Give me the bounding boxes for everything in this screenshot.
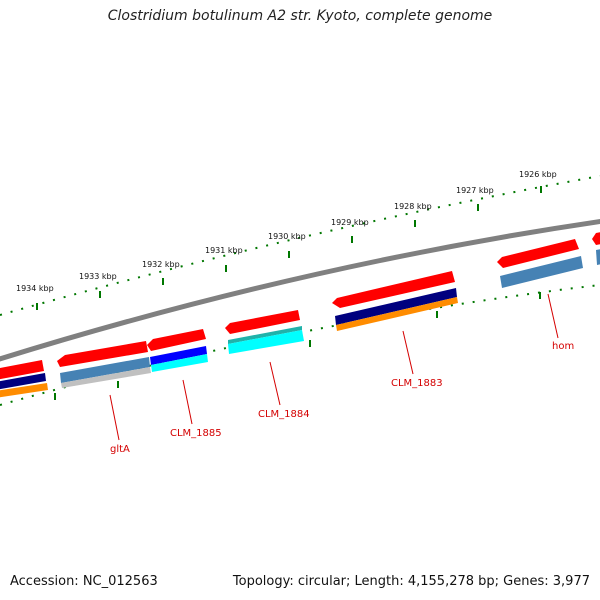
band-navy (335, 288, 457, 325)
band-teal (228, 326, 302, 344)
tick-label: 1929 kbp (331, 218, 369, 227)
gene-arrow[interactable] (147, 329, 206, 351)
tick-label: 1927 kbp (456, 186, 494, 195)
band-silver (61, 367, 151, 388)
tick-label: 1934 kbp (16, 284, 54, 293)
inner-scale-ring (0, 284, 600, 406)
band-steelblue (500, 256, 583, 288)
tick-label: 1926 kbp (519, 170, 557, 179)
gene-label-hom[interactable]: hom (552, 341, 574, 352)
band-steelblue (60, 357, 150, 383)
gene-arrow[interactable] (225, 310, 300, 334)
major-ticks (36, 186, 542, 310)
band-blue (150, 346, 207, 365)
tick-label: 1931 kbp (205, 246, 243, 255)
label-leaders (109, 293, 559, 441)
gene-arrow[interactable] (332, 271, 455, 308)
band-steelblue (596, 249, 600, 265)
gene-arrow[interactable] (497, 239, 579, 268)
band-cyan (151, 354, 208, 372)
tick-label: 1932 kbp (142, 260, 180, 269)
gene-arrow[interactable] (592, 231, 600, 245)
feature-bands (0, 249, 600, 398)
tick-label: 1930 kbp (268, 232, 306, 241)
gene-arrow[interactable] (0, 360, 44, 380)
gene-label-clm-1883[interactable]: CLM_1883 (391, 378, 443, 389)
outer-scale-ring (0, 175, 600, 316)
genome-summary-text: Topology: circular; Length: 4,155,278 bp… (232, 574, 590, 589)
forward-genes[interactable] (0, 231, 600, 380)
genome-backbone (0, 218, 600, 362)
band-navy (0, 373, 46, 390)
tick-label: 1928 kbp (394, 202, 432, 211)
inner-major-ticks (54, 292, 541, 400)
gene-arrow[interactable] (57, 341, 148, 367)
accession-text: Accession: NC_012563 (10, 574, 158, 589)
gene-label-clm-1885[interactable]: CLM_1885 (170, 428, 222, 439)
map-title: Clostridium botulinum A2 str. Kyoto, com… (107, 8, 493, 24)
band-cyan (228, 330, 304, 354)
band-orange (336, 297, 458, 331)
gene-label-glta[interactable]: gltA (110, 444, 130, 455)
gene-label-clm-1884[interactable]: CLM_1884 (258, 409, 310, 420)
tick-label: 1933 kbp (79, 272, 117, 281)
band-orange (0, 383, 48, 398)
